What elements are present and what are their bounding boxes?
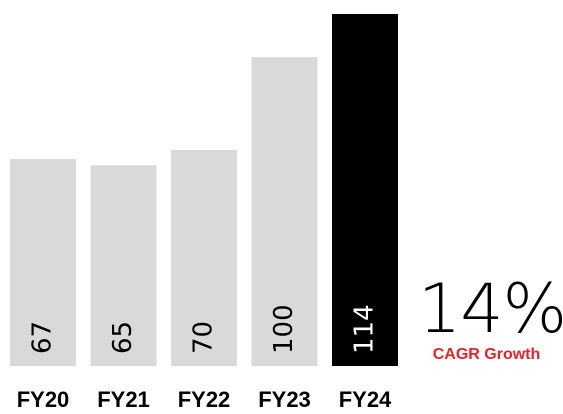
- bar-value-label-fy22: 70: [189, 321, 219, 354]
- category-label-fy24: FY24: [339, 387, 392, 412]
- bar-fy24: [332, 14, 398, 366]
- bar-fy22: [171, 149, 237, 366]
- bar-value-label-fy20: 67: [28, 321, 58, 354]
- bar-fy23: [251, 57, 318, 366]
- cagr-value: 14%: [418, 270, 563, 349]
- category-label-fy23: FY23: [258, 387, 311, 412]
- category-label-fy22: FY22: [178, 387, 231, 412]
- category-label-fy20: FY20: [17, 387, 70, 412]
- cagr-label: CAGR Growth: [432, 346, 541, 363]
- bar-value-label-fy23: 100: [269, 304, 299, 354]
- bar-fy20: [10, 159, 76, 366]
- bar-value-label-fy21: 65: [108, 321, 138, 354]
- category-label-fy21: FY21: [97, 387, 150, 412]
- bar-value-label-fy24: 114: [350, 304, 380, 354]
- bar-fy21: [90, 165, 157, 366]
